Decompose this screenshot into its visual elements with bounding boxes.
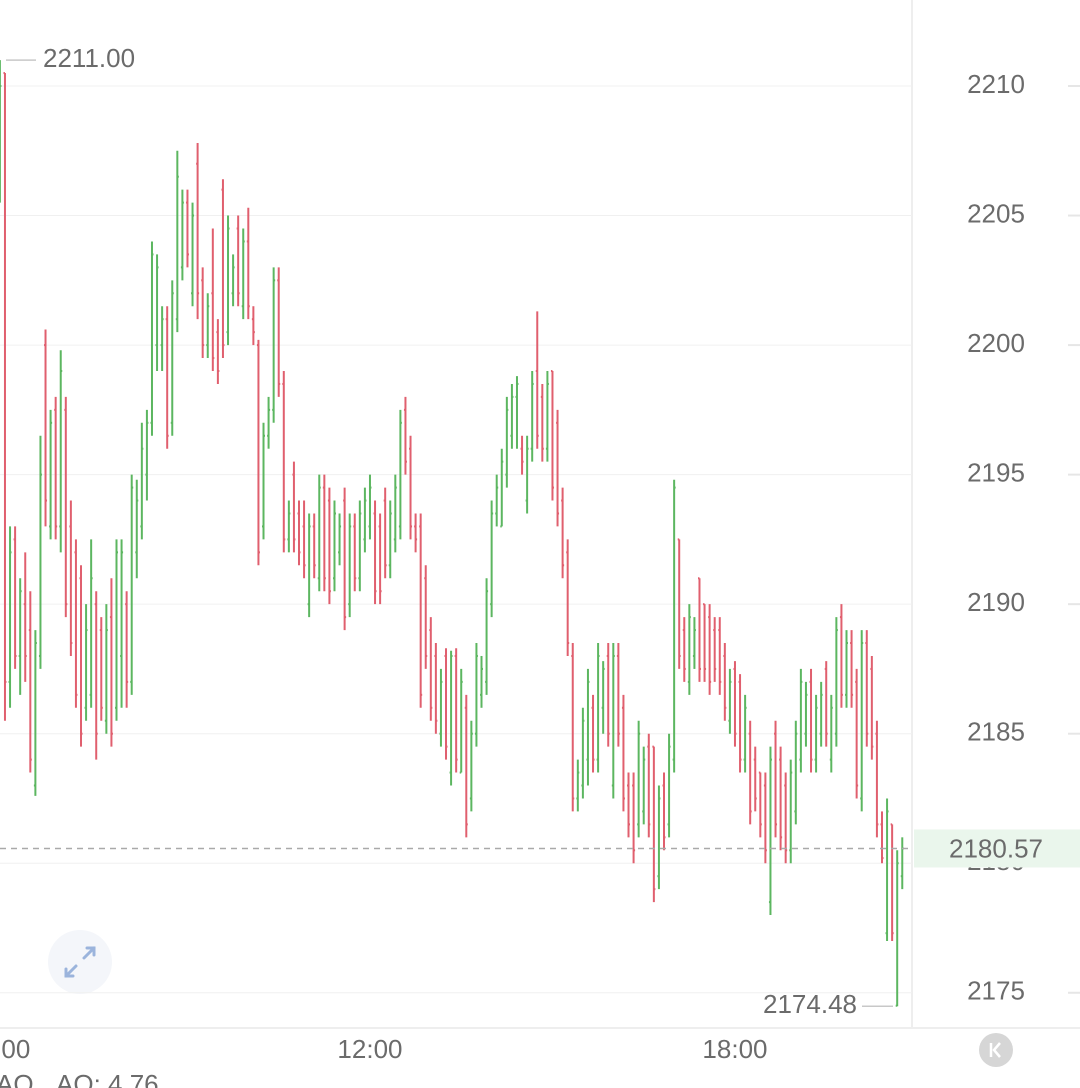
y-tick-label: 2195	[967, 457, 1025, 487]
indicator-name: AO	[0, 1069, 34, 1088]
expand-button-bg[interactable]	[48, 930, 112, 994]
indicator-value: AO: 4.76	[56, 1069, 159, 1088]
scroll-latest-button[interactable]	[979, 1033, 1013, 1067]
y-tick-label: 2190	[967, 587, 1025, 617]
y-tick-label: 2185	[967, 717, 1025, 747]
y-tick-label: 2210	[967, 69, 1025, 99]
x-tick-label: 18:00	[702, 1034, 767, 1064]
expand-icon[interactable]	[64, 946, 96, 978]
y-tick-label: 2200	[967, 328, 1025, 358]
scroll-latest-icon[interactable]	[989, 1042, 1001, 1058]
last-price-label: 2180.57	[949, 833, 1043, 863]
plot-area	[0, 60, 904, 1007]
y-tick-label: 2205	[967, 198, 1025, 228]
last-price-box	[914, 829, 1080, 868]
high-label: 2211.00	[43, 43, 135, 73]
low-label: 2174.48	[763, 989, 857, 1019]
x-tick-label: 12:00	[337, 1034, 402, 1064]
expand-button[interactable]	[48, 930, 112, 994]
y-tick-label: 2175	[967, 976, 1025, 1006]
scroll-latest-bg[interactable]	[979, 1033, 1013, 1067]
x-tick-label: 6:00	[0, 1034, 30, 1064]
